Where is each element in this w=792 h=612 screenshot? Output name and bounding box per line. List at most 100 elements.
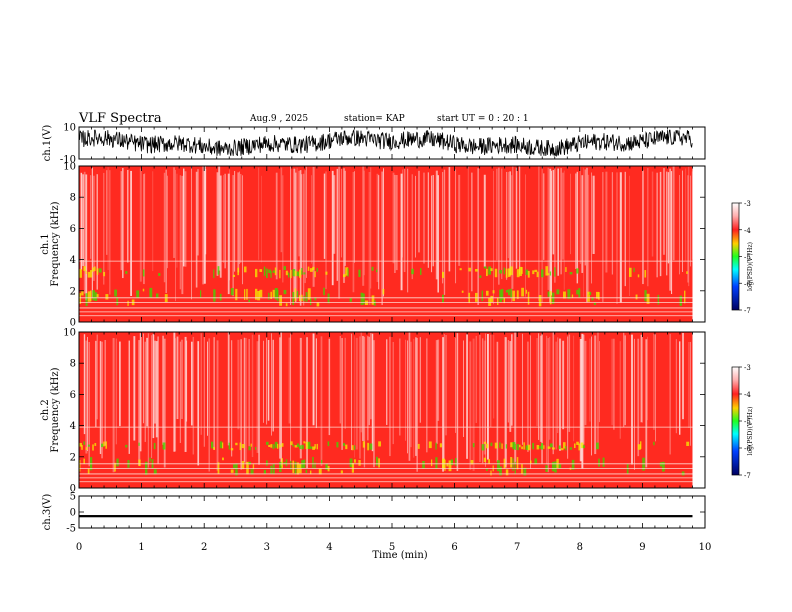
spectrogram-band-mark — [591, 296, 594, 301]
spectrogram-streak — [386, 339, 388, 425]
spectrogram-band-mark — [569, 447, 573, 450]
spectrogram-streak — [455, 337, 456, 433]
spectrogram-streak — [522, 333, 523, 445]
spectrogram-streak — [280, 167, 283, 253]
spectrogram-band-mark — [411, 268, 414, 275]
spectrogram-streak — [458, 174, 461, 266]
spectrogram-band-mark — [228, 442, 230, 450]
spectrogram-streak — [146, 337, 148, 427]
spectrogram-band-mark — [472, 443, 475, 448]
spectrogram-streak — [448, 167, 451, 272]
spectrogram-band-mark — [83, 458, 85, 464]
spectrogram-band-mark — [296, 443, 300, 447]
spectrogram-streak — [563, 170, 565, 290]
spectrogram-streak — [325, 171, 327, 290]
spectrogram-streak — [455, 169, 457, 284]
spectrogram-band-mark — [521, 267, 523, 274]
spectrogram-streak — [576, 171, 579, 284]
spectrogram-band-mark — [83, 441, 86, 445]
spectrogram-streak — [181, 175, 184, 295]
ch2-spec-channel-label: ch.2 — [40, 399, 51, 421]
spectrogram-band-mark — [538, 295, 542, 307]
spectrogram-streak — [410, 341, 412, 448]
spectrogram-streak — [579, 338, 582, 462]
spectrogram-band-mark — [274, 267, 277, 276]
spectrogram-band-mark — [299, 295, 301, 302]
spectrogram-band-mark — [576, 268, 579, 274]
spectrogram-band-mark — [158, 273, 161, 276]
spectrogram-streak — [183, 168, 185, 267]
spectrogram-band-mark — [244, 266, 247, 273]
spectrogram-band-mark — [547, 446, 551, 449]
date-label: Aug.9 , 2025 — [250, 114, 309, 124]
spectrogram-band-mark — [554, 461, 557, 473]
spectrogram-band-mark — [87, 468, 90, 474]
spectrogram-band-mark — [263, 266, 266, 276]
spectrogram-band-mark — [563, 291, 566, 299]
spectrogram-band-mark — [285, 270, 288, 276]
spectrogram-streak — [659, 171, 662, 277]
spectrogram-band-mark — [483, 266, 487, 269]
spectrogram-streak — [298, 170, 301, 257]
spectrogram-streak — [96, 174, 98, 290]
spectrogram-streak — [224, 173, 226, 269]
spectrogram-band-mark — [272, 270, 276, 273]
spectrogram-band-mark — [587, 291, 590, 302]
spectrogram-streak — [370, 333, 372, 420]
spectrogram-band-mark — [92, 444, 94, 451]
spectrogram-band-mark — [367, 442, 369, 451]
spectrogram-band-mark — [266, 268, 268, 278]
spectrogram-band-mark — [312, 446, 315, 450]
spectrogram-band-mark — [662, 461, 665, 472]
spectrogram-streak — [501, 168, 503, 280]
spectrogram-band-mark — [270, 291, 272, 299]
spectrogram-band-mark — [448, 460, 452, 472]
spectrogram-streak — [687, 175, 689, 283]
spectrogram-band-mark — [345, 267, 349, 276]
spectrogram-band-mark — [299, 445, 302, 449]
spectrogram-band-mark — [142, 269, 145, 277]
spectrogram-streak — [163, 172, 166, 283]
spectrogram-streak — [368, 336, 370, 426]
spectrogram-band-mark — [659, 462, 663, 467]
spectrogram-streak — [405, 339, 407, 441]
spectrogram-band-mark — [303, 296, 305, 302]
spectrogram-streak — [256, 341, 259, 453]
spectrogram-streak — [383, 168, 385, 297]
spectrogram-streak — [541, 166, 544, 303]
spectrogram-streak — [413, 338, 415, 458]
spectrogram-streak — [485, 333, 486, 467]
spectrogram-streak — [299, 337, 302, 459]
spectrogram-background — [79, 166, 693, 322]
spectrogram-band-mark — [296, 271, 300, 277]
spectrogram-band-mark — [558, 445, 561, 449]
spectrogram-streak — [599, 341, 600, 423]
spectrogram-band-mark — [565, 267, 567, 272]
spectrogram-band-mark — [314, 271, 316, 278]
spectrogram-streak — [631, 334, 633, 465]
spectrogram-streak — [219, 175, 222, 278]
spectrogram-streak — [471, 172, 473, 292]
spectrogram-band-mark — [340, 470, 343, 474]
spectrogram-band-mark — [81, 445, 83, 450]
spectrogram-band-mark — [503, 297, 505, 304]
spectrogram-band-mark — [305, 441, 309, 449]
x-tick-label: 3 — [264, 542, 270, 553]
spectrogram-band-mark — [435, 442, 437, 450]
spectrogram-streak — [323, 173, 326, 259]
spectrogram-band-mark — [272, 444, 275, 449]
y-tick-label: 5 — [70, 492, 76, 503]
spectrogram-streak — [370, 167, 372, 289]
spectrogram-band-mark — [294, 461, 297, 475]
spectrogram-streak — [151, 335, 153, 458]
spectrogram-band-mark — [325, 463, 328, 470]
spectrogram-band-mark — [541, 443, 544, 450]
spectrogram-streak — [496, 341, 499, 462]
spectrogram-band-mark — [294, 288, 297, 302]
spectrogram-band-mark — [349, 458, 353, 467]
x-tick-label: 2 — [201, 542, 207, 553]
spectrogram-band-mark — [523, 467, 527, 476]
spectrogram-streak — [279, 337, 281, 459]
spectrogram-band-mark — [369, 443, 373, 450]
spectrogram-band-mark — [571, 294, 574, 298]
